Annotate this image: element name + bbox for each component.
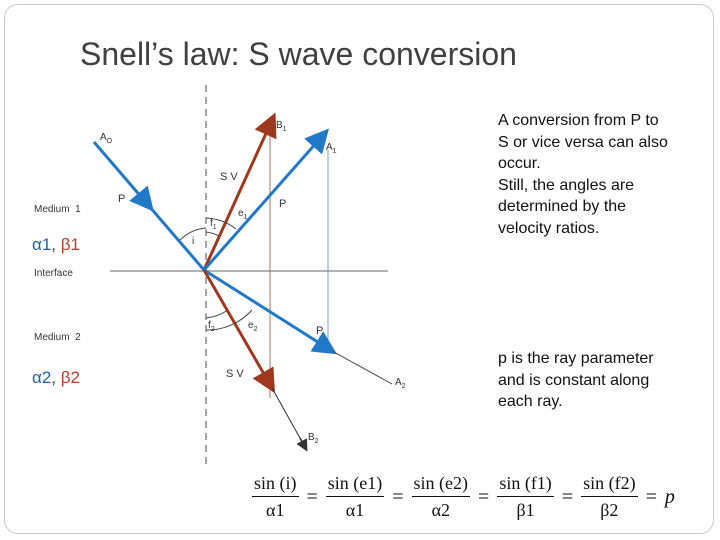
slide-frame xyxy=(4,4,714,534)
slide-title: Snell’s law: S wave conversion xyxy=(80,36,517,72)
arc-f1 xyxy=(205,231,220,237)
fraction-f2: sin (f2) β2 xyxy=(581,473,638,520)
ray-parameter-description: p is the ray parameter and is constant a… xyxy=(498,350,654,410)
arc-e2 xyxy=(205,309,253,331)
fraction-i: sin (i) α1 xyxy=(252,473,299,520)
label-angle-f2: f2 xyxy=(208,320,215,333)
label-angle-i: i xyxy=(192,236,194,247)
fraction-e2: sin (e2) α2 xyxy=(411,473,471,520)
label-p-reflected: P xyxy=(279,198,286,210)
fraction-e1: sin (e1) α1 xyxy=(325,473,385,520)
label-sv-reflected: S V xyxy=(220,171,238,183)
label-angle-e1: e1 xyxy=(238,208,248,221)
label-p-incident: P xyxy=(118,193,125,205)
label-medium2: Medium 2 xyxy=(34,332,81,343)
label-angle-e2: e2 xyxy=(248,320,258,333)
label-a1: A1 xyxy=(326,142,337,155)
incident-p-arrow xyxy=(129,185,154,212)
transmitted-p-ray xyxy=(203,268,338,355)
transmitted-s-ray xyxy=(202,269,275,394)
label-b2: B2 xyxy=(308,432,319,445)
label-a0: AO xyxy=(100,132,113,145)
reflected-s-ray xyxy=(202,112,277,271)
label-angle-f1: f1 xyxy=(210,218,217,231)
arc-f2 xyxy=(205,309,229,319)
reflected-p-ray xyxy=(202,128,329,271)
conversion-description: A conversion from P to S or vice versa c… xyxy=(498,112,668,237)
label-b1: B1 xyxy=(276,120,287,133)
a2-ray xyxy=(331,350,393,385)
label-medium1: Medium 1 xyxy=(34,204,81,215)
label-p-transmitted: P xyxy=(316,325,323,337)
medium2-velocities: α2, β2 xyxy=(32,368,80,387)
fraction-f1: sin (f1) β1 xyxy=(497,473,554,520)
arc-i xyxy=(179,227,207,241)
label-sv-transmitted: S V xyxy=(226,368,244,380)
arc-e1 xyxy=(205,217,237,230)
label-a2: A2 xyxy=(395,377,406,390)
b2-ray xyxy=(271,387,306,448)
b2-arrow xyxy=(296,437,308,452)
label-interface: Interface xyxy=(34,268,73,279)
medium1-velocities: α1, β1 xyxy=(32,235,80,254)
ray-parameter-p: p xyxy=(664,485,675,508)
snell-equation: sin (i) α1 = sin (e1) α1 = sin (e2) α2 = si… xyxy=(252,473,675,520)
